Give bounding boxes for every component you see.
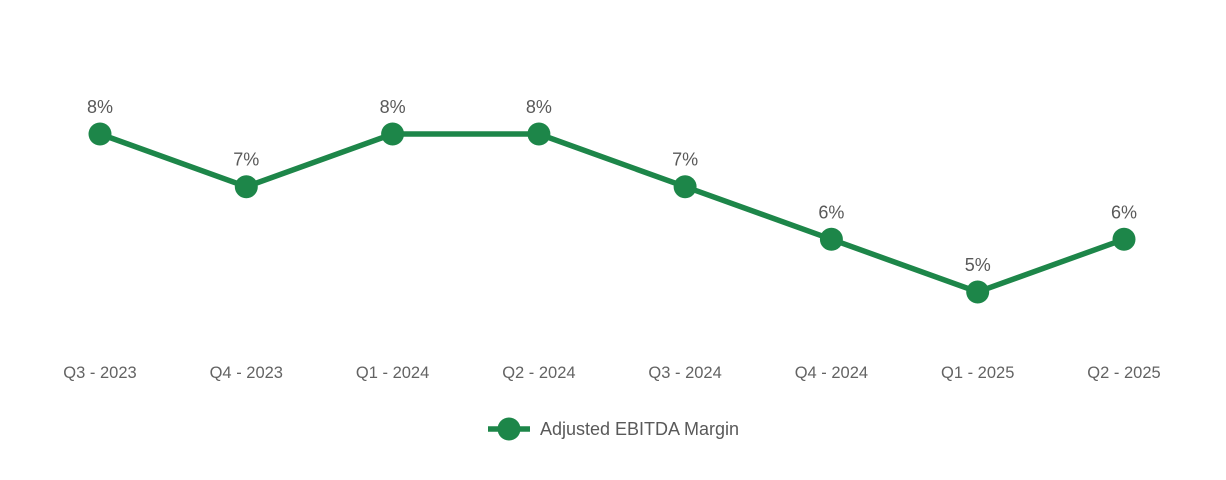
data-label: 5% — [965, 255, 991, 275]
x-axis-label: Q4 - 2024 — [795, 364, 868, 382]
data-point-marker — [819, 227, 843, 251]
data-label: 7% — [672, 150, 698, 170]
data-label: 6% — [818, 202, 844, 222]
data-point-marker — [527, 122, 551, 146]
data-point-marker — [88, 122, 112, 146]
x-axis-label: Q4 - 2023 — [210, 364, 283, 382]
data-label: 8% — [526, 97, 552, 117]
data-label: 6% — [1111, 202, 1137, 222]
line-plot: 8% Q3 - 2023 7% Q4 - 2023 8% Q1 - 2024 8% Q2 - … — [63, 97, 1160, 382]
legend-marker-icon — [487, 417, 530, 441]
data-label: 8% — [87, 97, 113, 117]
x-axis-label: Q1 - 2024 — [356, 364, 429, 382]
data-point-marker — [1112, 227, 1136, 251]
x-axis-label: Q1 - 2025 — [941, 364, 1014, 382]
data-point-marker — [381, 122, 405, 146]
data-point-marker — [234, 175, 258, 199]
data-point-marker — [966, 280, 990, 304]
x-axis-label: Q2 - 2024 — [502, 364, 575, 382]
data-label: 8% — [380, 97, 406, 117]
legend: Adjusted EBITDA Margin — [0, 415, 1226, 443]
x-axis-label: Q3 - 2024 — [648, 364, 721, 382]
x-axis-label: Q2 - 2025 — [1087, 364, 1160, 382]
data-label: 7% — [233, 150, 259, 170]
x-axis-label: Q3 - 2023 — [63, 364, 136, 382]
series-line — [99, 131, 1125, 295]
legend-label: Adjusted EBITDA Margin — [539, 419, 740, 439]
data-point-marker — [673, 175, 697, 199]
